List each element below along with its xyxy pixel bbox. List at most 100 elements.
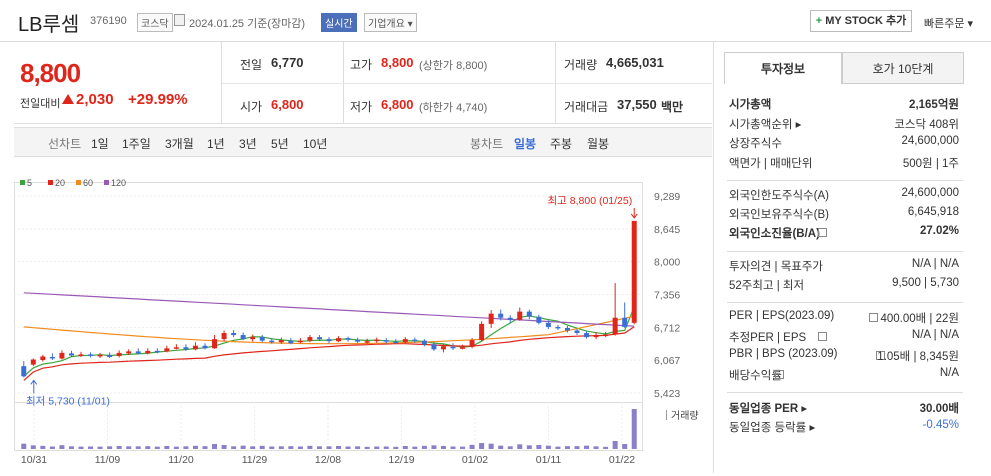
- candle-body: [240, 335, 246, 340]
- company-info-dropdown[interactable]: 기업개요 ▾: [364, 13, 417, 32]
- period-1y[interactable]: 1년: [207, 137, 225, 151]
- high-label: 고가: [350, 58, 373, 72]
- candle-body: [412, 339, 418, 342]
- volume-bar: [78, 446, 84, 449]
- y-tick-label: 5,423: [654, 388, 680, 400]
- y-tick-label: 8,645: [654, 224, 680, 236]
- period-1w[interactable]: 1주일: [122, 137, 151, 151]
- volume-bar: [40, 445, 46, 449]
- candle-weekly[interactable]: 주봉: [550, 137, 573, 151]
- info-label[interactable]: 동일업종 PER ▸: [729, 403, 808, 415]
- y-tick-label: 9,289: [654, 191, 680, 203]
- info-label[interactable]: 시가총액순위 ▸: [729, 118, 802, 131]
- volume-bar: [450, 446, 456, 449]
- period-3y[interactable]: 3년: [239, 137, 257, 151]
- legend-label: 60: [83, 178, 93, 188]
- info-row: 동일업종 등락률 ▸ -0.45%: [729, 419, 959, 437]
- volume-bar: [59, 445, 65, 449]
- x-tick-label: 11/29: [242, 454, 268, 466]
- candle-body: [336, 338, 342, 342]
- period-1d[interactable]: 1일: [91, 137, 109, 151]
- help-icon[interactable]: [775, 370, 784, 379]
- current-price: 8,800: [20, 58, 81, 88]
- volume-bar: [250, 446, 256, 449]
- candle-body: [593, 335, 599, 338]
- candle-body: [116, 352, 122, 356]
- candle-body: [21, 366, 27, 377]
- info-row: 추정PER | EPS N/A | N/A: [729, 329, 959, 347]
- candle-body: [221, 333, 227, 340]
- candle-body: [631, 220, 637, 323]
- divider: [727, 180, 963, 181]
- volume-bar: [498, 445, 504, 449]
- candle-body: [603, 334, 609, 337]
- ma-line-60: [23, 315, 635, 345]
- candle-body: [145, 350, 151, 354]
- help-icon[interactable]: [875, 351, 885, 360]
- volume-bar: [259, 445, 265, 449]
- market-badge: 코스닥: [137, 13, 173, 32]
- x-tick-label: 01/11: [536, 454, 562, 466]
- candle-monthly[interactable]: 월봉: [587, 137, 610, 151]
- candle-body: [297, 340, 303, 343]
- volume-bar: [202, 446, 208, 449]
- volume-bar: [192, 445, 198, 449]
- divider: [222, 83, 712, 84]
- tab-investment-info[interactable]: 투자정보: [724, 52, 842, 84]
- candle-body: [393, 341, 399, 344]
- divider: [727, 251, 963, 252]
- tab-hoga-10[interactable]: 호가 10단계: [842, 52, 964, 84]
- candle-chart-label: 봉차트: [470, 137, 504, 151]
- candle-body: [307, 337, 313, 341]
- high-annotation: 최고 8,800 (01/25): [548, 195, 633, 207]
- volume-bar: [631, 409, 637, 449]
- add-mystock-button[interactable]: + MY STOCK 추가: [810, 10, 912, 32]
- info-label[interactable]: 동일업종 등락률 ▸: [729, 422, 816, 434]
- candle-body: [202, 345, 208, 349]
- volume-bar: [355, 446, 361, 449]
- volume-bar: [183, 446, 189, 449]
- low-arrow-icon: [30, 379, 38, 394]
- info-label: 시가총액: [729, 99, 772, 111]
- candle-body: [68, 353, 74, 356]
- volume-bar: [269, 446, 275, 449]
- change-amount: 2,030: [76, 91, 114, 108]
- info-row: 배당수익률 N/A: [729, 367, 959, 385]
- calendar-icon: [174, 14, 185, 26]
- period-5y[interactable]: 5년: [271, 137, 289, 151]
- candle-body: [173, 347, 179, 349]
- volume-bar: [421, 445, 427, 449]
- open-value: 6,800: [271, 97, 304, 112]
- candle-body: [49, 356, 55, 359]
- candle-body: [421, 340, 427, 345]
- volume-label: 거래량: [564, 58, 598, 72]
- plus-icon: +: [815, 15, 823, 27]
- realtime-button[interactable]: 실시간: [321, 13, 357, 32]
- candle-body: [545, 322, 551, 327]
- divider: [713, 42, 714, 473]
- info-label: 액면가 | 매매단위: [729, 157, 813, 170]
- y-tick-label: 6,067: [654, 355, 680, 367]
- help-icon[interactable]: [868, 313, 878, 322]
- legend-swatch: [104, 180, 109, 185]
- help-icon[interactable]: [818, 228, 828, 237]
- info-value: N/A: [939, 367, 959, 379]
- help-icon[interactable]: [818, 332, 828, 341]
- amount-value: 37,550: [617, 97, 657, 112]
- period-10y[interactable]: 10년: [303, 137, 328, 151]
- volume-bar: [107, 446, 113, 449]
- change-value: 2,030: [62, 91, 114, 108]
- candle-body: [183, 347, 189, 350]
- volume-bar: [231, 446, 237, 449]
- volume-bar: [221, 445, 227, 449]
- candle-body: [517, 311, 523, 320]
- volume-bar: [326, 446, 332, 449]
- info-value: 400.00배 | 22원: [880, 313, 959, 325]
- info-label: 외국인한도주식수(A): [729, 190, 829, 202]
- period-3m[interactable]: 3개월: [165, 137, 194, 151]
- candle-daily[interactable]: 일봉: [514, 137, 537, 151]
- candle-body: [288, 340, 294, 344]
- quick-order-dropdown[interactable]: 빠른주문 ▾: [924, 18, 974, 30]
- legend-label: 5: [27, 178, 32, 188]
- divider: [727, 302, 963, 303]
